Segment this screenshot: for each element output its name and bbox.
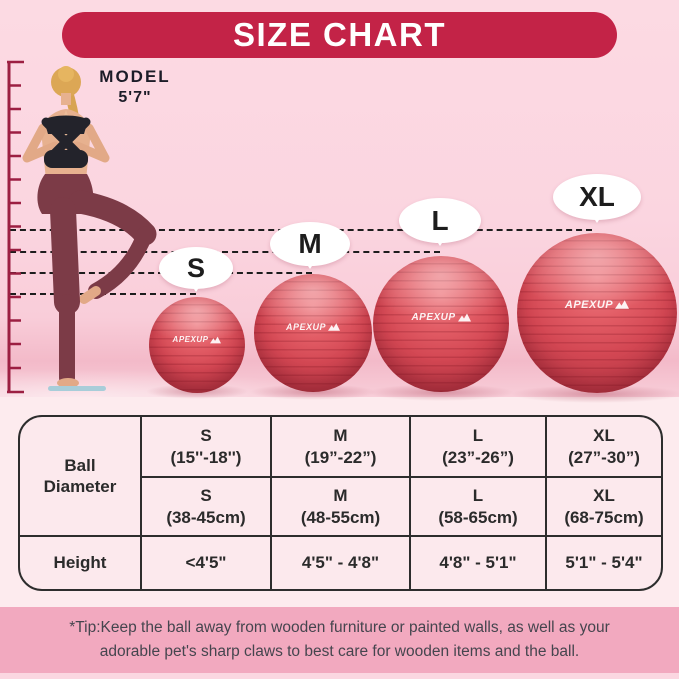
ball-shadow-m [250,384,376,400]
size-bubble-m: M [270,222,350,266]
size-table: Ball Diameter S (15''-18'') M (19”-22”) L(… [18,415,663,591]
size-bubble-xl: XL [553,174,641,220]
exercise-ball-s: APEXUP [149,297,245,393]
ball-brand-logo: APEXUP [254,322,372,332]
size-bubble-label: M [298,228,322,259]
cell-s-height: <4'5" [140,537,270,589]
guide-line-l [10,251,440,253]
ball-shadow-l [368,384,514,401]
cell-l-cm: L (58-65cm) [409,478,545,537]
brand-name: APEXUP [411,311,456,323]
brand-name: APEXUP [285,322,326,333]
tip-line1: *Tip:Keep the ball away from wooden furn… [69,618,610,636]
model-height-label: MODEL 5'7" [95,66,175,109]
mountain-icon [615,300,630,309]
exercise-ball-xl: APEXUP [517,233,677,393]
table-header-height: Height [53,553,107,573]
cell-m-height: 4'5" - 4'8" [270,537,409,589]
exercise-ball-m: APEXUP [254,274,372,392]
brand-name: APEXUP [172,335,209,345]
model-label-line2: 5'7" [118,89,152,107]
size-bubble-l: L [399,198,481,243]
model-illustration [22,66,157,391]
page-title: SIZE CHART [233,16,446,53]
ball-brand-logo: APEXUP [517,299,677,311]
mountain-icon [457,313,471,322]
tip-strip: *Tip:Keep the ball away from wooden furn… [0,607,679,673]
ball-brand-logo: APEXUP [373,312,509,323]
size-bubble-label: L [431,204,449,236]
cell-s-inches: S (15''-18'') [140,417,270,478]
height-ruler-icon [7,60,24,394]
model-label-line1: MODEL [99,67,171,86]
cell-l-inches: L (23”-26”) [409,417,545,478]
ball-shadow-xl [511,385,679,403]
size-bubble-s: S [159,247,233,289]
mountain-icon [328,323,340,332]
brand-name: APEXUP [564,298,614,311]
size-bubble-label: XL [579,181,615,212]
mountain-icon [210,336,222,344]
ball-brand-logo: APEXUP [149,335,245,344]
size-chart-header: SIZE CHART [62,12,617,58]
cell-xl-inches: XL (27”-30”) [545,417,661,478]
cell-l-height: 4'8" - 5'1" [409,537,545,589]
table-header-ball-diameter: Ball Diameter [20,417,140,537]
cell-m-cm: M (48-55cm) [270,478,409,537]
tip-line2: adorable pet's sharp claws to best care … [99,643,580,660]
bottom-edge [0,673,679,679]
cell-xl-cm: XL (68-75cm) [545,478,661,537]
cell-m-inches: M (19”-22”) [270,417,409,478]
cell-xl-height: 5'1" - 5'4" [545,537,661,589]
exercise-ball-l: APEXUP [373,256,509,392]
size-bubble-label: S [186,252,205,283]
cell-s-cm: S (38-45cm) [140,478,270,537]
tip-note: *Tip:Keep the ball away from wooden furn… [30,616,650,664]
